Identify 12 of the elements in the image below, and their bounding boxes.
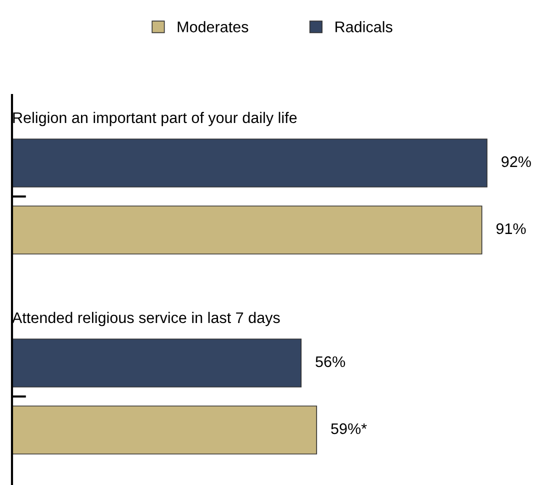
- legend-label: Radicals: [336, 21, 392, 32]
- bar: [12, 338, 302, 388]
- data-label: 92%: [502, 156, 531, 168]
- y-tick-label: Religion an important part of your daily life: [13, 112, 297, 126]
- bar: [12, 406, 318, 454]
- data-label: 91%: [496, 223, 526, 234]
- data-label: 56%: [316, 356, 346, 368]
- data-label: 59%*: [331, 423, 367, 434]
- legend-label: Moderates: [178, 21, 248, 32]
- bar: [12, 206, 482, 254]
- bar: [12, 138, 488, 188]
- y-tick-label: Attended religious service in last 7 days: [12, 312, 280, 326]
